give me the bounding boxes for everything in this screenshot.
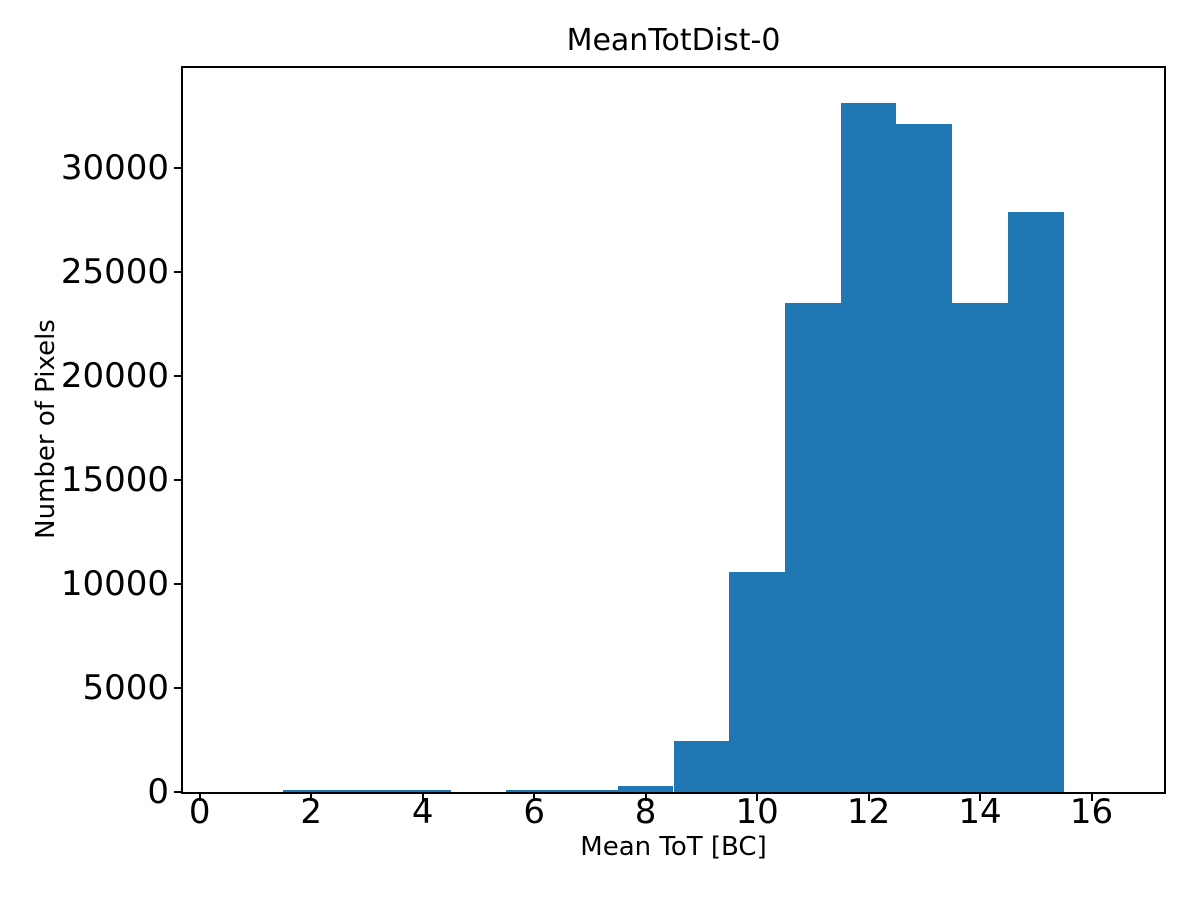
y-tick-label: 15000: [60, 459, 169, 500]
y-tick-label: 0: [147, 772, 169, 812]
y-tick-label: 30000: [60, 147, 169, 188]
y-tick-mark: [174, 270, 181, 273]
histogram-bar: [339, 789, 395, 792]
x-tick-mark: [756, 794, 759, 801]
x-tick-label: 6: [523, 792, 545, 832]
histogram-bar: [394, 789, 451, 792]
histogram-bar: [952, 302, 1008, 792]
x-tick-label: 14: [958, 792, 1002, 832]
x-tick-mark: [979, 794, 982, 801]
x-tick-mark: [310, 794, 313, 801]
x-tick-label: 16: [1069, 792, 1114, 832]
y-tick-mark: [174, 166, 181, 169]
y-tick-label: 5000: [82, 667, 169, 708]
histogram-bar: [617, 785, 674, 792]
x-tick-label: 10: [735, 792, 779, 832]
histogram-bar: [673, 741, 730, 792]
y-tick-mark: [174, 478, 181, 481]
chart-title: MeanTotDist-0: [566, 23, 781, 58]
x-tick-label: 8: [634, 792, 657, 832]
y-tick-mark: [174, 686, 181, 689]
histogram-bar: [729, 572, 785, 792]
x-tick-mark: [198, 794, 201, 801]
y-tick-label: 10000: [60, 563, 169, 604]
y-axis-label: Number of Pixels: [31, 319, 61, 539]
x-tick-label: 12: [846, 792, 891, 832]
y-tick-mark: [174, 791, 181, 793]
y-tick-label: 20000: [60, 355, 169, 396]
x-tick-mark: [1090, 794, 1093, 801]
histogram-bar: [840, 102, 897, 792]
x-tick-mark: [421, 794, 424, 801]
x-axis-label: Mean ToT [BC]: [580, 832, 767, 862]
histogram-bar: [283, 789, 340, 792]
plot-area: [174, 66, 1166, 801]
y-tick-mark: [174, 374, 181, 377]
x-tick-mark: [533, 794, 536, 801]
y-tick-label: 25000: [60, 251, 169, 292]
x-tick-label: 2: [300, 792, 323, 832]
histogram-bar: [784, 302, 841, 792]
x-tick-mark: [644, 794, 647, 801]
histogram-bar: [896, 124, 953, 792]
x-tick-label: 0: [188, 792, 211, 832]
histogram-bar: [1007, 211, 1064, 792]
histogram-bar: [562, 790, 618, 792]
y-tick-mark: [174, 582, 181, 585]
x-tick-mark: [867, 794, 870, 801]
x-tick-label: 4: [411, 792, 434, 832]
histogram-bar: [506, 790, 563, 792]
